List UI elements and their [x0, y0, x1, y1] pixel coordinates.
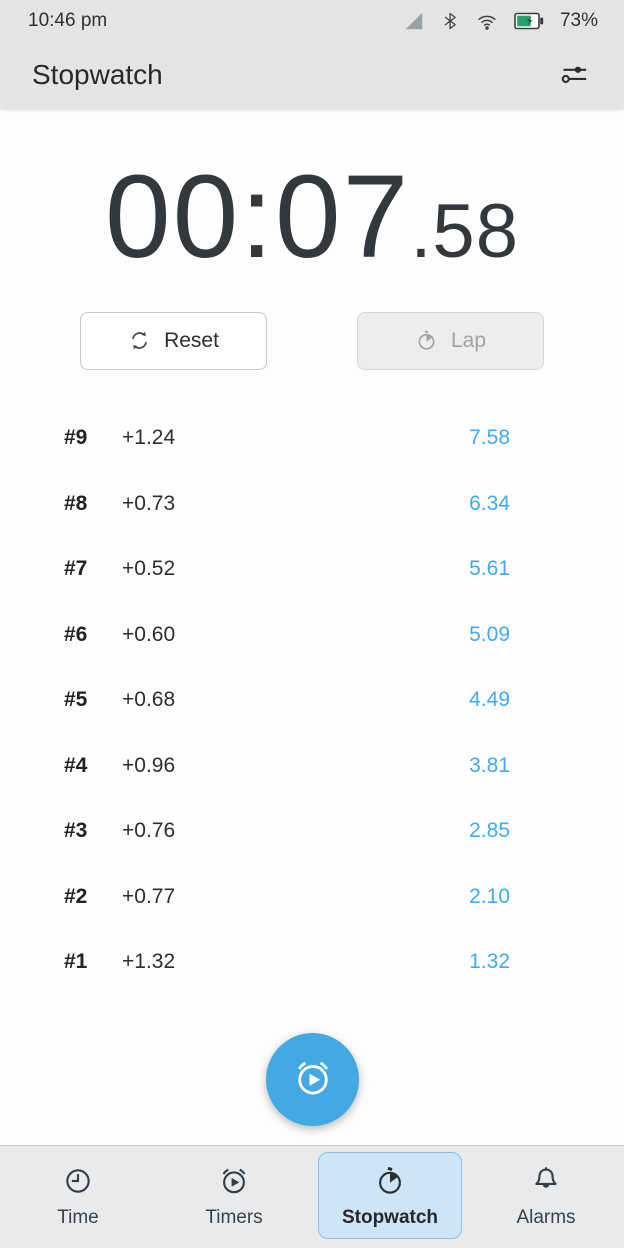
battery-percent: 73%	[559, 10, 598, 31]
status-bar: 10:46 pm 73%	[0, 0, 624, 42]
lap-number: #6	[64, 622, 88, 646]
timer-play-icon	[292, 1057, 334, 1102]
lap-number: #7	[64, 557, 88, 581]
stopwatch-icon	[415, 329, 438, 352]
top-bar: 10:46 pm 73% Stopwatch	[0, 0, 624, 108]
lap-list: #9 +1.24 7.58 #8 +0.73 6.34 #7 +0.52 5.6…	[0, 406, 624, 996]
reset-button[interactable]: Reset	[80, 311, 267, 370]
lap-button[interactable]: Lap	[357, 311, 544, 370]
lap-split-time: +0.76	[122, 819, 176, 843]
tab-stopwatch-label: Stopwatch	[341, 1206, 439, 1228]
lap-number: #3	[64, 819, 88, 843]
stopwatch-controls: Reset Lap	[0, 311, 624, 370]
lap-row: #3 +0.76 2.85	[0, 799, 624, 865]
lap-split-time: +0.77	[122, 884, 176, 908]
app-header: Stopwatch	[0, 42, 624, 108]
lap-number: #9	[64, 426, 88, 450]
tab-time[interactable]: Time	[6, 1152, 150, 1239]
lap-row: #1 +1.32 1.32	[0, 930, 624, 996]
cellular-signal-icon	[403, 10, 425, 32]
bottom-navigation: Time Timers Stopwatch Alarms	[0, 1145, 624, 1248]
lap-total-time: 1.32	[469, 950, 510, 974]
wifi-icon	[475, 10, 499, 32]
bell-icon	[530, 1165, 562, 1197]
lap-number: #2	[64, 884, 88, 908]
lap-split-time: +0.96	[122, 753, 176, 777]
tab-time-label: Time	[57, 1206, 99, 1228]
lap-row: #6 +0.60 5.09	[0, 602, 624, 668]
lap-split-time: +0.73	[122, 491, 176, 515]
status-icons: 73%	[403, 10, 598, 32]
lap-number: #8	[64, 491, 88, 515]
lap-split-time: +0.68	[122, 688, 176, 712]
clock-icon	[62, 1165, 94, 1197]
reset-button-label: Reset	[164, 328, 219, 352]
tab-alarms-label: Alarms	[516, 1206, 576, 1228]
tab-timers[interactable]: Timers	[162, 1152, 306, 1239]
lap-total-time: 5.09	[469, 622, 510, 646]
lap-button-label: Lap	[450, 328, 487, 352]
lap-number: #1	[64, 950, 88, 974]
lap-number: #5	[64, 688, 88, 712]
battery-icon	[514, 12, 545, 30]
lap-row: #2 +0.77 2.10	[0, 864, 624, 930]
bluetooth-icon	[440, 10, 460, 32]
lap-total-time: 4.49	[469, 688, 510, 712]
elapsed-time: 00:07.58	[0, 150, 624, 286]
refresh-icon	[128, 329, 151, 352]
tab-timers-label: Timers	[205, 1206, 263, 1228]
lap-split-time: +0.52	[122, 557, 176, 581]
lap-split-time: +0.60	[122, 622, 176, 646]
lap-row: #8 +0.73 6.34	[0, 471, 624, 537]
elapsed-time-fraction: .58	[410, 189, 519, 274]
settings-sliders-icon[interactable]	[550, 53, 594, 98]
status-clock: 10:46 pm	[28, 10, 108, 31]
lap-row: #9 +1.24 7.58	[0, 406, 624, 472]
elapsed-time-main: 00:07	[105, 151, 411, 283]
stopwatch-icon	[374, 1165, 406, 1197]
tab-stopwatch[interactable]: Stopwatch	[318, 1152, 462, 1239]
lap-total-time: 3.81	[469, 753, 510, 777]
lap-total-time: 5.61	[469, 557, 510, 581]
lap-total-time: 2.85	[469, 819, 510, 843]
tab-alarms[interactable]: Alarms	[474, 1152, 618, 1239]
timer-play-icon	[218, 1165, 250, 1197]
lap-total-time: 6.34	[469, 491, 510, 515]
lap-split-time: +1.32	[122, 950, 176, 974]
page-title: Stopwatch	[32, 59, 163, 90]
start-pause-fab[interactable]	[266, 1033, 359, 1126]
lap-row: #7 +0.52 5.61	[0, 537, 624, 603]
lap-total-time: 7.58	[469, 426, 510, 450]
lap-number: #4	[64, 753, 88, 777]
lap-row: #4 +0.96 3.81	[0, 733, 624, 799]
lap-row: #5 +0.68 4.49	[0, 668, 624, 734]
lap-total-time: 2.10	[469, 884, 510, 908]
lap-split-time: +1.24	[122, 426, 176, 450]
